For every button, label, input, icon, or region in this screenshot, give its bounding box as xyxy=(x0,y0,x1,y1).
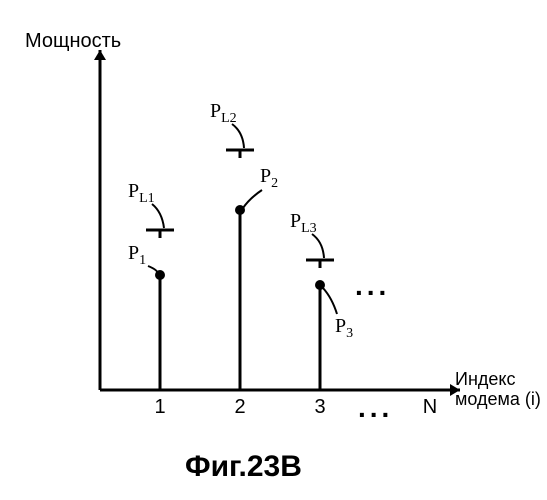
label-p2: P2 xyxy=(260,165,278,192)
xtick-3: 3 xyxy=(314,396,325,419)
body-ellipsis: ... xyxy=(355,270,390,302)
xtick-1: 1 xyxy=(154,396,165,419)
x-axis-label-line2: модема (i) xyxy=(455,389,541,409)
label-pl3: PL3 xyxy=(290,210,317,237)
plot-svg xyxy=(0,0,547,500)
tick-ellipsis: ... xyxy=(358,392,393,424)
y-axis-label: Мощность xyxy=(25,30,121,53)
label-p3: P3 xyxy=(335,315,353,342)
label-pl2: PL2 xyxy=(210,100,237,127)
label-p1: P1 xyxy=(128,242,146,269)
x-axis-label-line1: Индекс xyxy=(455,369,515,389)
x-axis-label: Индекс модема (i) xyxy=(455,370,541,410)
xtick-2: 2 xyxy=(234,396,245,419)
figure-container: { "chart": { "type": "stem-plot", "origi… xyxy=(0,0,547,500)
label-pl1: PL1 xyxy=(128,180,155,207)
figure-caption: Фиг.23B xyxy=(185,450,302,484)
xtick-N: N xyxy=(423,396,437,419)
